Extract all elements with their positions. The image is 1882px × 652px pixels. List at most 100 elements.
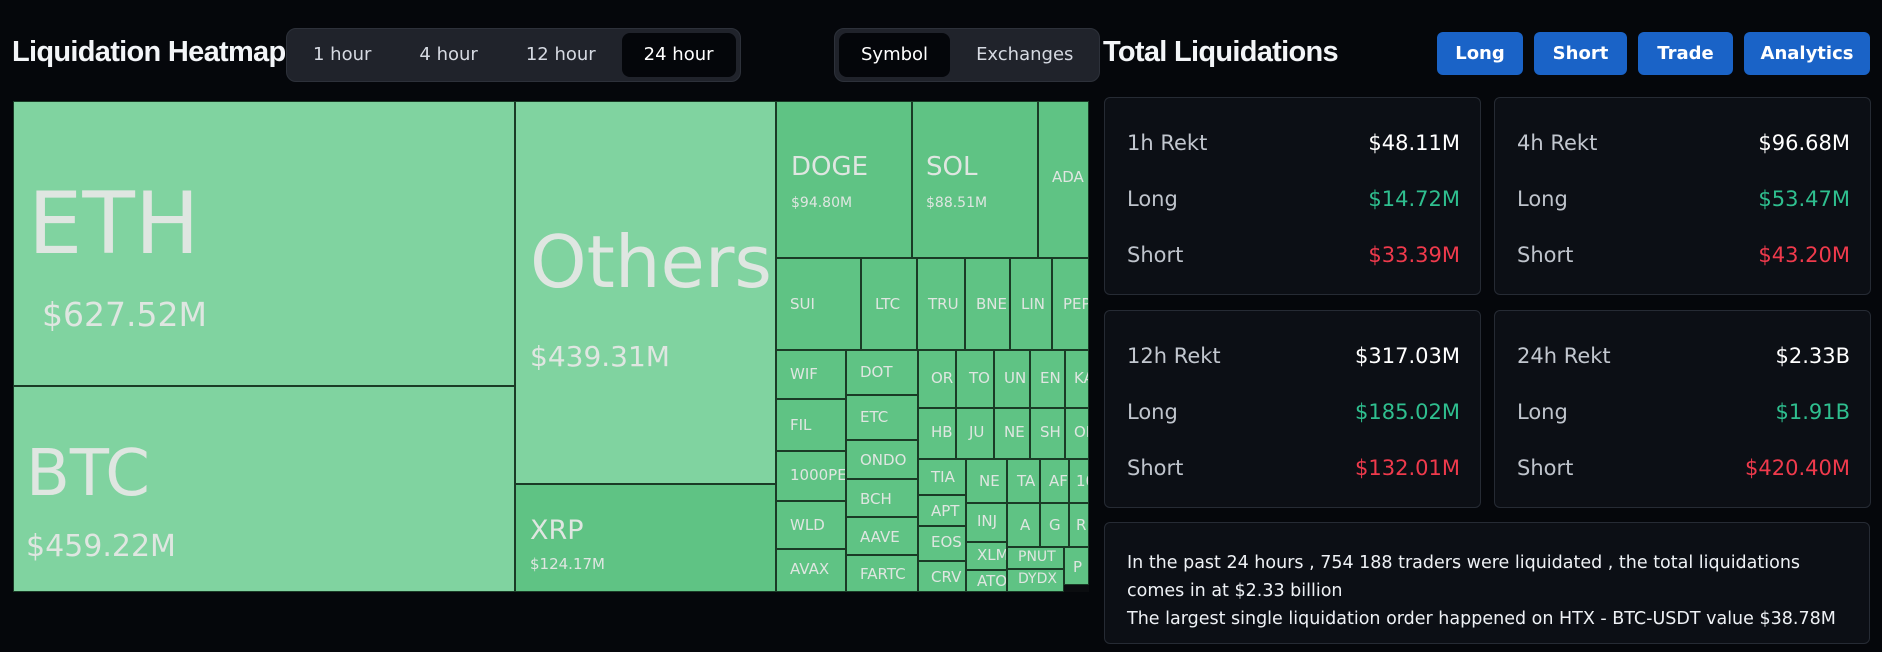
timeframe-24h-tab[interactable]: 24 hour: [621, 33, 736, 77]
tile-symbol: UN: [1004, 369, 1027, 387]
tile-of[interactable]: OF: [1065, 408, 1089, 459]
tile-bch[interactable]: BCH: [846, 479, 918, 517]
tile-ato[interactable]: ATO: [966, 570, 1007, 592]
tile-un[interactable]: UN: [994, 350, 1030, 408]
tile-value: $94.80M: [791, 195, 853, 211]
tile-symbol: ETC: [860, 408, 889, 426]
timeframe-12h-tab[interactable]: 12 hour: [525, 44, 596, 65]
tile-xrp[interactable]: XRP $124.17M: [515, 484, 776, 592]
tile-r[interactable]: R: [1069, 503, 1089, 547]
tile-10[interactable]: 10: [1069, 459, 1089, 503]
tile-fil[interactable]: FIL: [776, 399, 846, 451]
tile-apt[interactable]: APT: [918, 495, 966, 526]
tile-af[interactable]: AF: [1040, 459, 1069, 503]
tile-wld[interactable]: WLD: [776, 501, 846, 549]
tile-symbol: TRU: [928, 295, 959, 313]
short-value: $33.39M: [1368, 243, 1460, 267]
tile-ltc[interactable]: LTC: [861, 258, 917, 350]
tile-avax[interactable]: AVAX: [776, 549, 846, 592]
tile-symbol: KA: [1074, 369, 1088, 387]
card-title: 12h Rekt: [1127, 344, 1221, 368]
tile-symbol: AAVE: [860, 528, 900, 546]
tile-bne[interactable]: BNE: [965, 258, 1010, 350]
tile-crv[interactable]: CRV: [918, 561, 966, 592]
tile-value: $459.22M: [26, 529, 176, 564]
tile-symbol: FARTC: [860, 565, 906, 583]
tile-fartc[interactable]: FARTC: [846, 555, 918, 592]
total-liquidations-title: Total Liquidations: [1103, 36, 1339, 68]
tile-eth[interactable]: ETH $627.52M: [13, 101, 515, 386]
timeframe-4h-tab[interactable]: 4 hour: [419, 44, 478, 65]
tile-value: $439.31M: [530, 340, 670, 373]
tile-doge[interactable]: DOGE $94.80M: [776, 101, 912, 258]
tile-1000pe[interactable]: 1000PE: [776, 451, 846, 501]
liquidation-treemap: ETH $627.52M BTC $459.22M Others $439.31M XRP $…: [13, 101, 1089, 592]
tile-ondo[interactable]: ONDO: [846, 440, 918, 479]
tile-sol[interactable]: SOL $88.51M: [912, 101, 1038, 258]
tile-ta[interactable]: TA: [1007, 459, 1040, 503]
tile-a[interactable]: A: [1007, 503, 1040, 547]
rekt-card-1h: 1h Rekt $48.11M Long $14.72M Short $33.39M: [1104, 97, 1481, 295]
tile-eos[interactable]: EOS: [918, 526, 966, 561]
summary-line-2: The largest single liquidation order hap…: [1127, 609, 1836, 629]
tile-dydx[interactable]: DYDX: [1007, 569, 1064, 592]
tile-symbol: CRV: [931, 568, 962, 586]
symbol-tab[interactable]: Symbol: [839, 33, 951, 77]
long-label: Long: [1127, 400, 1178, 424]
tile-symbol: DOGE: [791, 152, 869, 182]
tile-inj[interactable]: INJ: [966, 503, 1007, 542]
tile-ju[interactable]: JU: [956, 408, 994, 459]
short-button[interactable]: Short: [1534, 32, 1627, 75]
long-value: $185.02M: [1355, 400, 1460, 424]
card-title: 4h Rekt: [1517, 131, 1598, 155]
tile-sui[interactable]: SUI: [776, 258, 861, 350]
analytics-button[interactable]: Analytics: [1744, 32, 1870, 75]
tile-p[interactable]: P: [1064, 547, 1089, 585]
tile-pnut[interactable]: PNUT: [1007, 547, 1064, 569]
tile-symbol: LTC: [875, 295, 901, 313]
card-total: $96.68M: [1758, 131, 1850, 155]
short-label: Short: [1127, 456, 1184, 480]
tile-tru[interactable]: TRU: [917, 258, 965, 350]
tile-symbol: OR: [931, 369, 954, 387]
tile-to[interactable]: TO: [956, 350, 994, 408]
short-value: $43.20M: [1758, 243, 1850, 267]
tile-symbol: SUI: [790, 295, 815, 313]
tile-dot[interactable]: DOT: [846, 350, 918, 395]
tile-ada[interactable]: ADA: [1038, 101, 1089, 258]
tile-symbol: R: [1076, 516, 1087, 534]
tile-value: $627.52M: [42, 295, 207, 334]
long-label: Long: [1517, 187, 1568, 211]
tile-lin[interactable]: LIN: [1010, 258, 1052, 350]
tile-btc[interactable]: BTC $459.22M: [13, 386, 515, 592]
tile-pep[interactable]: PEP: [1052, 258, 1089, 350]
tile-ka[interactable]: KA: [1065, 350, 1089, 408]
tile-etc[interactable]: ETC: [846, 395, 918, 440]
tile-sh[interactable]: SH: [1030, 408, 1065, 459]
tile-xlm[interactable]: XLM: [966, 542, 1007, 570]
card-total: $317.03M: [1355, 344, 1460, 368]
tile-ne[interactable]: NE: [966, 459, 1007, 503]
long-value: $53.47M: [1758, 187, 1850, 211]
tile-hb[interactable]: HB: [918, 408, 956, 459]
tile-symbol: BTC: [26, 437, 150, 511]
long-value: $1.91B: [1775, 400, 1850, 424]
long-button[interactable]: Long: [1437, 32, 1523, 75]
tile-en[interactable]: EN: [1030, 350, 1065, 408]
card-title: 24h Rekt: [1517, 344, 1611, 368]
timeframe-1h-tab[interactable]: 1 hour: [313, 44, 372, 65]
tile-ne[interactable]: NE: [994, 408, 1030, 459]
tile-symbol: NE: [1004, 423, 1025, 441]
short-label: Short: [1517, 243, 1574, 267]
tile-g[interactable]: G: [1040, 503, 1069, 547]
tile-others[interactable]: Others $439.31M: [515, 101, 776, 484]
tile-tia[interactable]: TIA: [918, 459, 966, 495]
trade-button[interactable]: Trade: [1638, 32, 1733, 75]
tile-symbol: ADA: [1052, 168, 1084, 186]
tile-aave[interactable]: AAVE: [846, 517, 918, 555]
tile-symbol: FIL: [790, 416, 812, 434]
tile-symbol: APT: [931, 502, 960, 520]
tile-or[interactable]: OR: [918, 350, 956, 408]
tile-wif[interactable]: WIF: [776, 350, 846, 399]
exchanges-tab[interactable]: Exchanges: [976, 44, 1074, 65]
